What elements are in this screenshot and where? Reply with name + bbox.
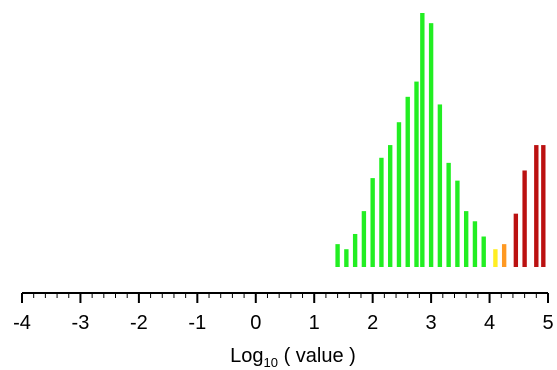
x-axis-title-subscript: 10 — [264, 355, 278, 370]
bar-14 — [455, 180, 460, 267]
x-tick-label: 2 — [367, 312, 378, 334]
bar-16 — [472, 221, 478, 267]
bar-17 — [481, 236, 486, 267]
x-tick-label: 3 — [426, 312, 437, 334]
bar-5 — [379, 157, 384, 267]
x-axis-title-base: Log — [230, 345, 263, 367]
bar-11 — [428, 23, 434, 267]
x-axis-ticks — [21, 293, 549, 303]
x-tick-label: 5 — [542, 312, 553, 334]
bar-13 — [446, 162, 451, 267]
x-tick-label: 1 — [309, 312, 320, 334]
x-axis-title-rest: ( value ) — [278, 345, 356, 367]
x-axis-tick-labels: -4 -3 -2 -1 0 1 2 3 4 5 — [13, 312, 553, 334]
bar-19 — [501, 244, 507, 267]
bar-12 — [437, 104, 443, 267]
x-tick-label: 0 — [250, 312, 261, 334]
bars-group — [335, 13, 546, 267]
bar-15 — [463, 211, 469, 267]
bar-9 — [414, 81, 419, 267]
x-tick-label: -3 — [72, 312, 90, 334]
x-axis-title: Log10 ( value ) — [230, 345, 356, 370]
x-tick-label: -1 — [188, 312, 206, 334]
bar-1 — [344, 249, 349, 267]
x-tick-label: 4 — [484, 312, 495, 334]
bar-4 — [370, 178, 375, 267]
x-tick-label: -2 — [130, 312, 148, 334]
bar-2 — [352, 233, 358, 267]
bar-18 — [493, 249, 498, 267]
bar-0 — [335, 244, 340, 267]
bar-8 — [405, 96, 410, 267]
bar-20 — [513, 213, 519, 267]
bar-6 — [388, 145, 393, 267]
bar-21 — [522, 170, 527, 267]
bar-3 — [361, 211, 367, 267]
bar-23 — [541, 145, 546, 267]
x-tick-label: -4 — [13, 312, 31, 334]
bar-7 — [396, 122, 402, 267]
bar-22 — [534, 145, 539, 267]
bar-10 — [420, 13, 425, 267]
